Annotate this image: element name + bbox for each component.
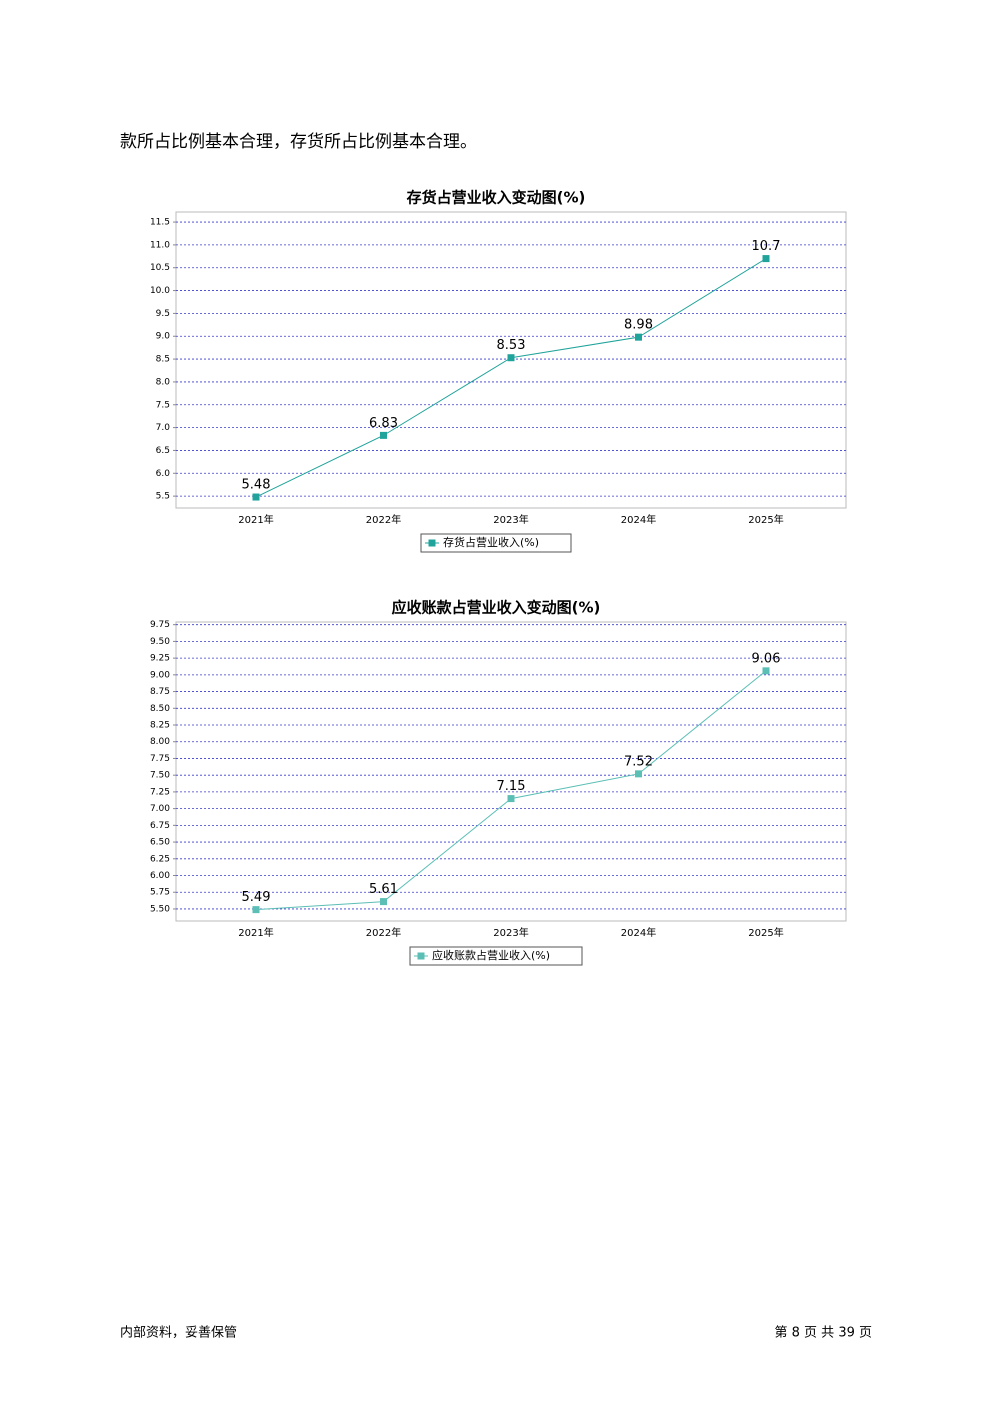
y-tick-label: 10.0 [150,286,170,296]
x-tick-label: 2023年 [493,926,528,939]
data-label: 10.7 [752,239,781,254]
x-tick-label: 2022年 [366,926,401,939]
point-marker [635,770,642,778]
y-tick-label: 10.5 [150,263,170,273]
data-label: 8.53 [497,338,526,353]
y-tick-label: 9.00 [150,670,170,680]
y-tick-label: 7.25 [150,787,170,797]
y-tick-label: 9.50 [150,637,170,647]
point-marker [380,898,387,906]
y-tick-label: 9.75 [150,620,170,630]
legend-box [409,946,583,966]
y-tick-label: 7.00 [150,804,170,814]
point-marker [252,906,260,914]
footer-left: 内部资料，妥善保管 [120,1325,237,1341]
legend-marker [428,539,436,547]
point-marker [252,493,260,501]
series-line [255,258,767,498]
y-tick-label: 11.5 [150,218,170,228]
y-tick-label: 8.00 [150,737,170,747]
body-text: 款所占比例基本合理，存货所占比例基本合理。 [120,132,477,152]
x-tick-label: 2022年 [366,513,401,526]
y-tick-label: 9.0 [156,332,171,342]
x-tick-label: 2021年 [238,926,273,939]
y-tick-label: 5.50 [150,904,170,914]
plot-area [175,621,847,922]
chart-title: 存货占营业收入变动图(%) [407,189,586,207]
point-marker [380,431,387,439]
x-tick-label: 2024年 [621,513,656,526]
y-tick-label: 8.50 [150,704,170,714]
point-marker [762,255,770,263]
x-tick-label: 2025年 [748,926,783,939]
y-tick-label: 7.50 [150,771,170,781]
y-tick-label: 7.5 [156,400,170,410]
x-tick-label: 2021年 [238,513,273,526]
y-tick-label: 9.5 [156,309,170,319]
y-tick-label: 8.25 [150,721,170,731]
footer-page: 第 8 页 共 39 页 [775,1326,872,1341]
y-tick-label: 6.0 [156,469,171,479]
data-label: 8.98 [624,318,653,333]
legend-label: 存货占营业收入(%) [443,535,539,549]
point-marker [635,333,642,341]
legend-label: 应收账款占营业收入(%) [432,948,550,962]
y-tick-label: 11.0 [150,240,170,250]
x-tick-label: 2025年 [748,513,783,526]
data-label: 9.06 [752,651,781,666]
point-marker [507,795,515,803]
plot-area [175,211,847,509]
point-marker [507,354,515,362]
legend-marker [417,952,425,960]
x-tick-label: 2024年 [621,926,656,939]
y-tick-label: 5.5 [156,492,170,502]
y-tick-label: 6.75 [150,821,170,831]
y-tick-label: 8.5 [156,355,170,365]
y-tick-label: 8.75 [150,687,170,697]
y-tick-label: 6.25 [150,854,170,864]
x-tick-label: 2023年 [493,513,528,526]
data-label: 7.15 [497,779,526,794]
y-tick-label: 7.0 [156,423,171,433]
data-label: 5.61 [369,882,398,897]
y-tick-label: 9.25 [150,654,170,664]
y-tick-label: 6.50 [150,838,170,848]
y-tick-label: 6.00 [150,871,170,881]
y-tick-label: 6.5 [156,446,170,456]
y-tick-label: 5.75 [150,888,170,898]
point-marker [762,667,770,675]
data-label: 5.48 [242,478,271,493]
data-label: 7.52 [624,754,653,769]
y-tick-label: 8.0 [156,377,171,387]
y-tick-label: 7.75 [150,754,170,764]
chart-title: 应收账款占营业收入变动图(%) [392,599,601,617]
legend-box [420,533,572,553]
data-label: 5.49 [242,890,271,905]
data-label: 6.83 [369,416,398,431]
